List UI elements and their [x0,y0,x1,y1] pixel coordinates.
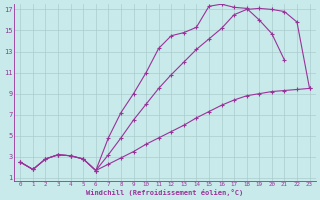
X-axis label: Windchill (Refroidissement éolien,°C): Windchill (Refroidissement éolien,°C) [86,189,244,196]
